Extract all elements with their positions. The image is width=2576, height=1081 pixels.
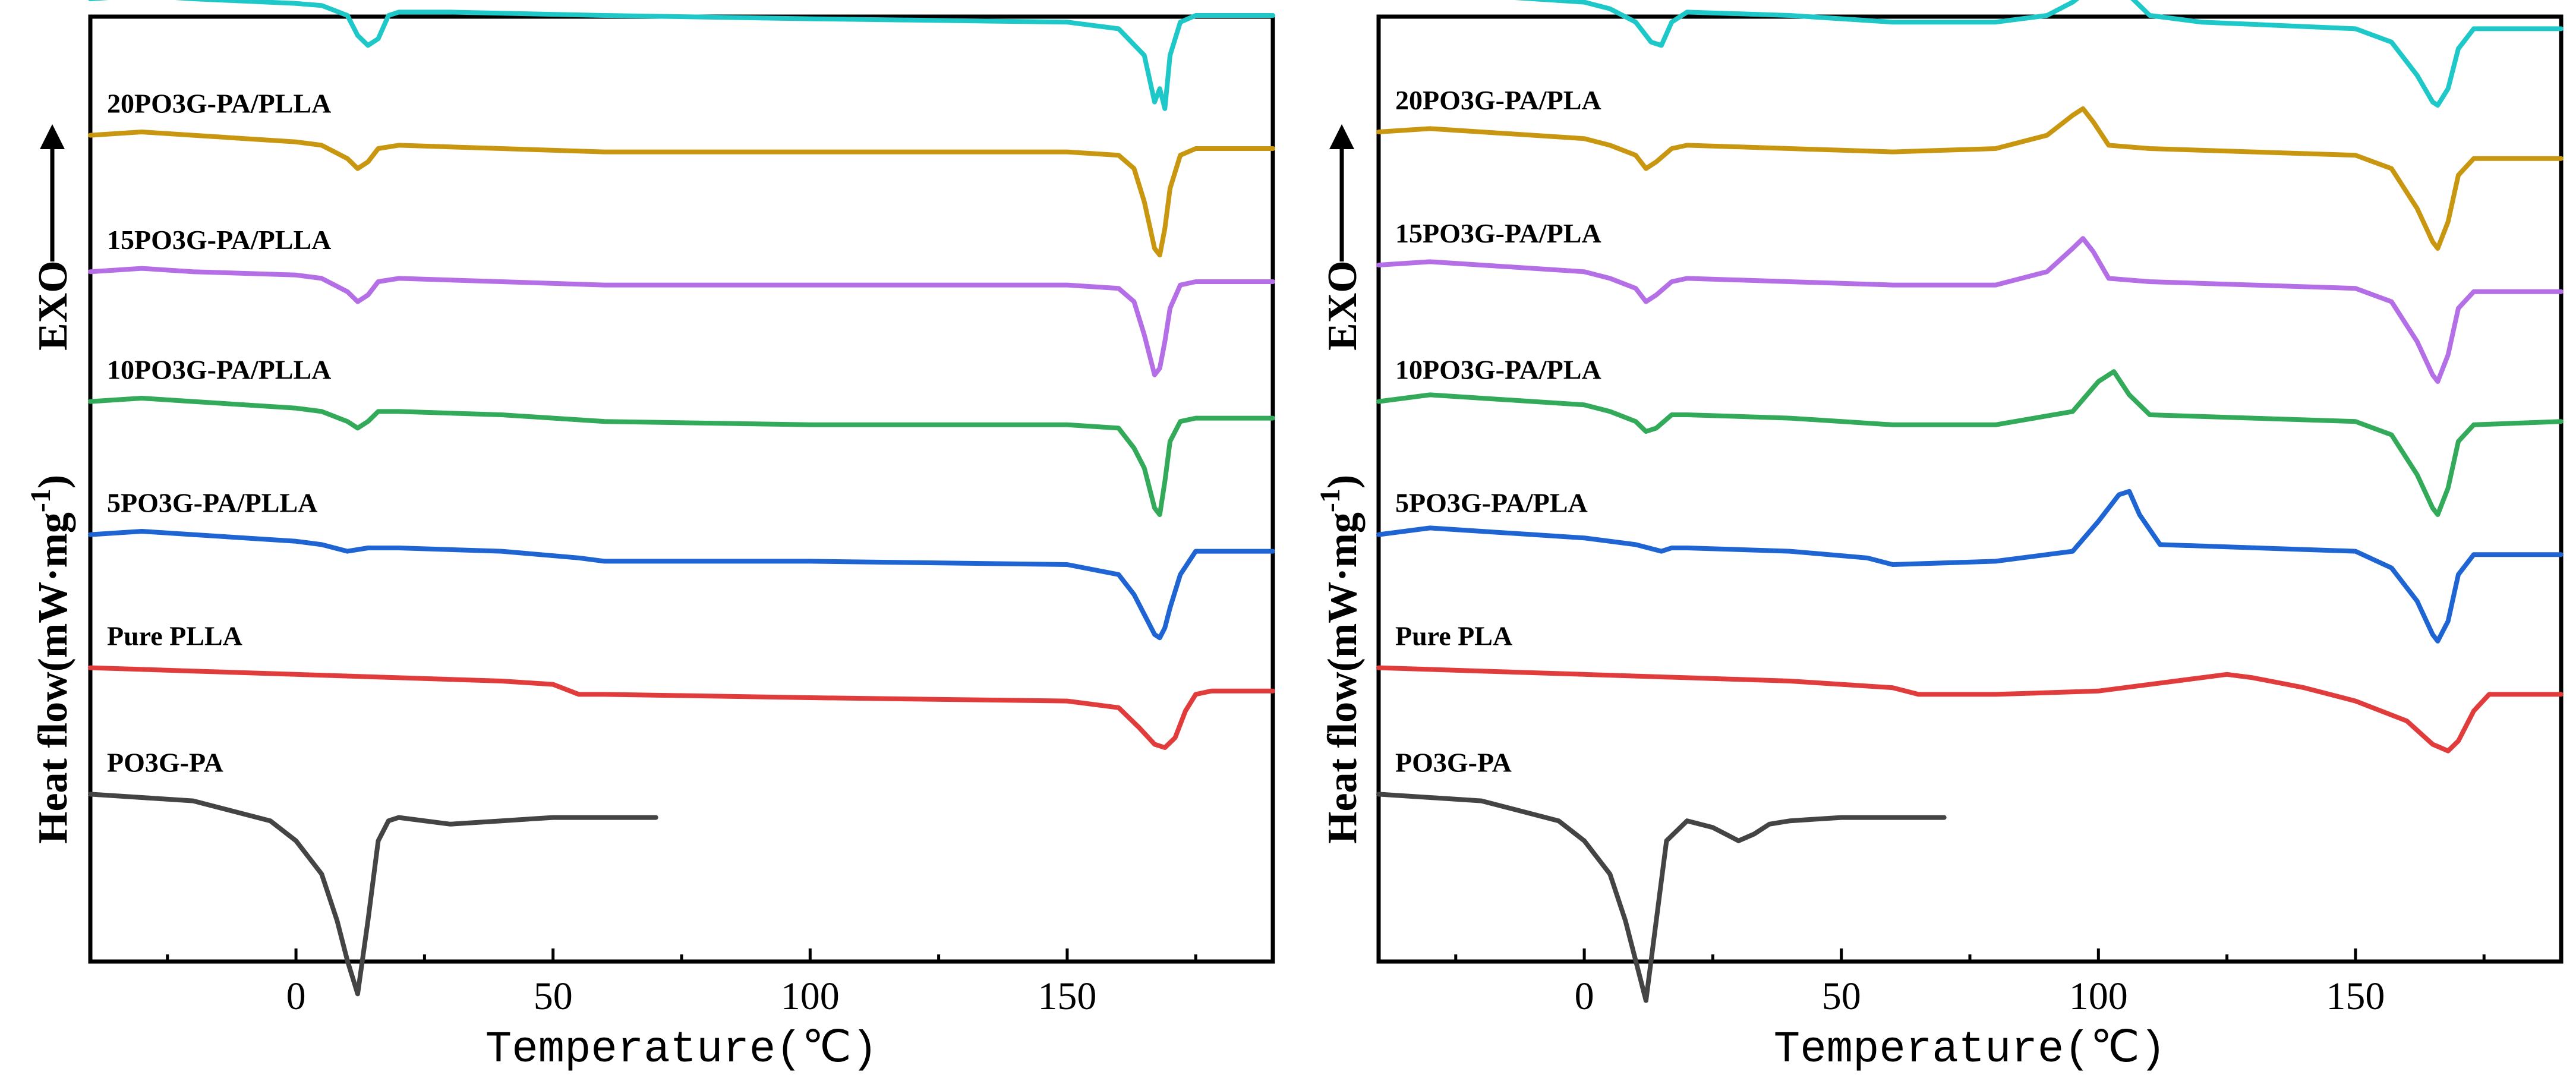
right-ylabel-sup: -1 — [1314, 489, 1346, 512]
left-series-label: PO3G-PA — [107, 747, 223, 777]
right-curve-5po3g-pa-pla — [1376, 489, 2564, 644]
right-series-label: 5PO3G-PA/PLA — [1395, 488, 1588, 518]
right-x-axis-ticks: 0 50 100 150 — [1454, 948, 2486, 1018]
left-series-label: 15PO3G-PA/PLLA — [107, 225, 331, 255]
right-curves — [1376, 0, 2564, 1003]
left-series-label: 20PO3G-PA/PLLA — [107, 89, 331, 119]
right-curve-po3g-pa — [1376, 792, 1947, 1003]
left-series-label: Pure PLLA — [107, 621, 242, 651]
right-series-label: 20PO3G-PA/PLA — [1395, 85, 1601, 115]
left-ylabel-sup: -1 — [25, 489, 56, 512]
left-x-tick-label: 150 — [1038, 975, 1096, 1018]
right-series-labels: 25PO3G-PA/PLA20PO3G-PA/PLA15PO3G-PA/PLA1… — [1395, 85, 1601, 777]
left-ylabel-main: Heat flow(mW·mg — [30, 512, 76, 844]
right-x-axis-label: Temperature(℃) — [1774, 1025, 2166, 1075]
right-ylabel-main: Heat flow(mW·mg — [1320, 512, 1366, 844]
left-curve-pure-plla — [88, 665, 1275, 750]
left-curves — [88, 0, 1275, 997]
left-curve-15po3g-pa-plla — [88, 266, 1275, 377]
right-ylabel-close: ) — [1320, 475, 1366, 489]
svg-text:Heat flow(mW·mg-1): Heat flow(mW·mg-1) — [1314, 475, 1366, 844]
svg-text:Heat flow(mW·mg-1): Heat flow(mW·mg-1) — [25, 475, 76, 844]
left-curve-25po3g-pa-plla — [88, 0, 1275, 111]
left-x-tick-label: 50 — [534, 975, 573, 1018]
left-curve-20po3g-pa-plla — [88, 130, 1275, 258]
left-series-label: 10PO3G-PA/PLLA — [107, 355, 331, 385]
left-x-tick-label: 100 — [781, 975, 840, 1018]
right-x-tick-label: 100 — [2069, 975, 2128, 1018]
right-x-tick-label: 150 — [2326, 975, 2385, 1018]
left-series-labels: 25PO3G-PA/PLLA20PO3G-PA/PLLA15PO3G-PA/PL… — [107, 89, 331, 778]
right-y-axis-label: Heat flow(mW·mg-1) — [1314, 475, 1366, 844]
right-series-label: PO3G-PA — [1395, 747, 1512, 777]
left-y-axis-label: Heat flow(mW·mg-1) — [25, 475, 76, 844]
right-x-tick-label: 0 — [1575, 975, 1594, 1018]
right-exo-label: EXO — [1320, 260, 1366, 351]
left-curve-po3g-pa — [88, 792, 658, 997]
right-curve-pure-pla — [1376, 665, 2564, 754]
left-ylabel-close: ) — [30, 475, 76, 489]
right-series-label: 10PO3G-PA/PLA — [1395, 355, 1601, 385]
left-exo-indicator: EXO — [30, 124, 76, 351]
right-curve-20po3g-pa-pla — [1376, 106, 2564, 251]
left-series-label: 5PO3G-PA/PLLA — [107, 488, 317, 518]
left-exo-label: EXO — [30, 260, 76, 351]
left-x-tick-label: 0 — [286, 975, 306, 1018]
right-curve-15po3g-pa-pla — [1376, 236, 2564, 384]
right-curve-25po3g-pa-pla — [1514, 0, 2564, 108]
right-series-label: 15PO3G-PA/PLA — [1395, 218, 1601, 248]
right-series-label: Pure PLA — [1395, 621, 1512, 651]
right-x-tick-label: 50 — [1822, 975, 1861, 1018]
left-x-axis-label: Temperature(℃) — [485, 1025, 878, 1075]
left-curve-10po3g-pa-plla — [88, 396, 1275, 517]
left-x-axis-ticks: 0 50 100 150 — [166, 948, 1197, 1018]
left-curve-5po3g-pa-plla — [88, 529, 1275, 641]
right-exo-indicator: EXO — [1320, 124, 1366, 351]
right-curve-10po3g-pa-pla — [1376, 369, 2564, 517]
